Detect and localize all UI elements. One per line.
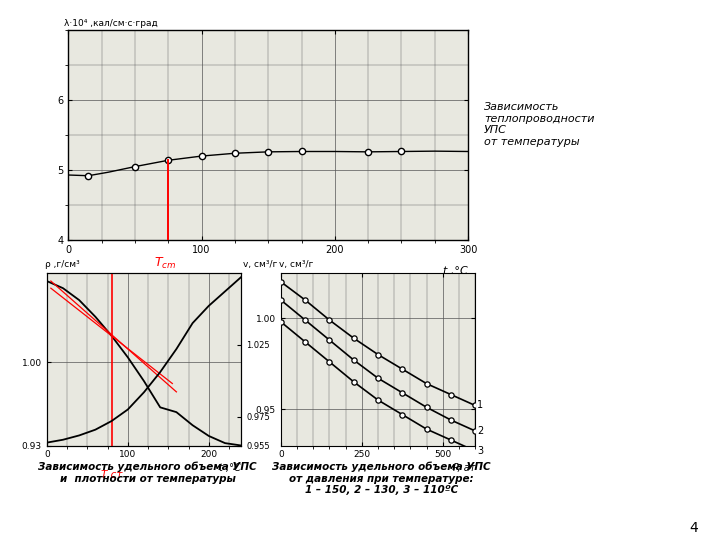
Text: ρ ,г/см³: ρ ,г/см³ <box>45 260 80 269</box>
Text: P, ат: P, ат <box>453 463 475 473</box>
Text: Зависимость удельного объема УПС
и  плотности от температуры: Зависимость удельного объема УПС и плотн… <box>38 462 257 484</box>
Text: λ·10⁴ ,кал/см·с·град: λ·10⁴ ,кал/см·с·град <box>64 18 158 28</box>
Text: Зависимость
теплопроводности
УПС
от температуры: Зависимость теплопроводности УПС от темп… <box>484 102 595 147</box>
Text: Зависимость удельного объема УПС
от давления при температуре:
1 – 150, 2 – 130, : Зависимость удельного объема УПС от давл… <box>272 462 491 495</box>
Text: Т ст: Т ст <box>101 470 122 480</box>
Text: 4: 4 <box>690 521 698 535</box>
Text: t ,°C: t ,°C <box>220 463 241 473</box>
Text: 2: 2 <box>477 426 483 436</box>
Text: v, см³/г: v, см³/г <box>279 260 313 269</box>
Text: 3: 3 <box>477 446 483 456</box>
Text: t ,°C: t ,°C <box>444 266 468 275</box>
Text: 1: 1 <box>477 401 483 410</box>
Text: $T_{cm}$: $T_{cm}$ <box>155 256 177 271</box>
Text: v, см³/г: v, см³/г <box>243 260 277 269</box>
